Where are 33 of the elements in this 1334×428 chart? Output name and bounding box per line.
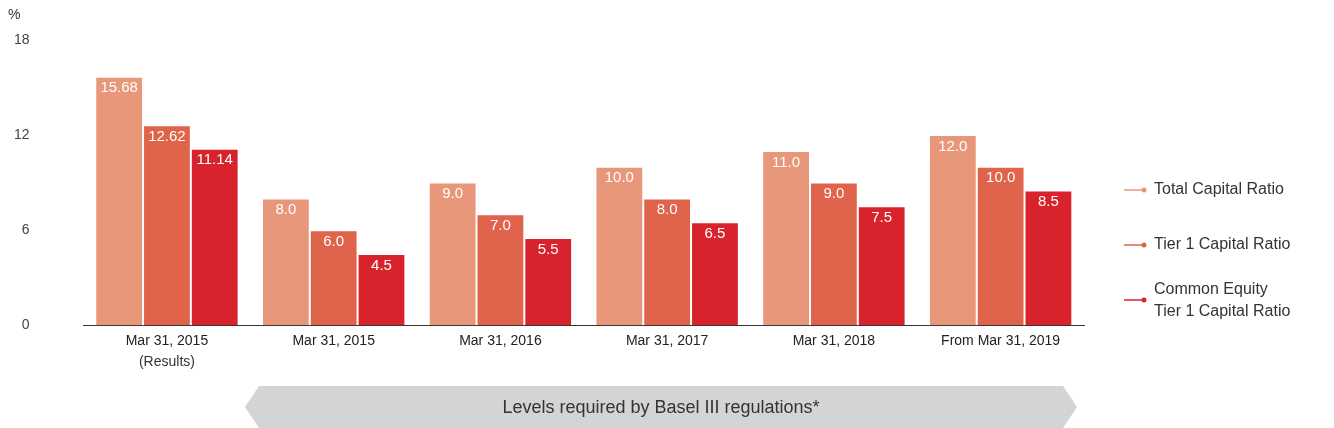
text: 7.5 [871, 208, 893, 226]
text: 9.0 [823, 184, 845, 202]
text: 4.5 [371, 255, 392, 273]
legend-label: Tier 1 Capital Ratio [1154, 235, 1291, 253]
text: 5.5 [537, 239, 559, 257]
text: 11.14 [196, 150, 233, 168]
text: 10.0 [604, 168, 634, 186]
text: 11.0 [772, 152, 801, 170]
text: 8.0 [275, 200, 297, 218]
x-tick-label: From Mar 31, 2019 [941, 332, 1061, 349]
y-tick-label: 6 [21, 220, 30, 237]
text: 8.0 [656, 200, 678, 218]
legend-label: Common Equity Tier 1 Capital Ratio [1154, 280, 1291, 320]
x-tick-label: Mar 31, 2015 [292, 332, 376, 349]
text: 12.0 [938, 136, 968, 154]
y-axis-title: % [8, 5, 21, 22]
text: 9.0 [442, 184, 464, 202]
x-tick-label: Mar 31, 2016 [459, 332, 542, 349]
text: 6.5 [704, 223, 726, 241]
text: 10.0 [986, 168, 1016, 186]
text: 7.0 [489, 215, 511, 233]
x-tick-label: Mar 31, 2017 [625, 332, 709, 349]
x-tick-label: Mar 31, 2018 [792, 332, 876, 349]
y-tick-label: 0 [21, 316, 30, 333]
legend-label: Total Capital Ratio [1154, 180, 1284, 198]
text: 15.68 [100, 78, 138, 96]
y-tick-label: 12 [13, 125, 30, 142]
text: 6.0 [323, 231, 345, 249]
text: 12.62 [148, 126, 186, 144]
x-tick-label: Mar 31, 2015 [125, 332, 209, 349]
text: 8.5 [1038, 192, 1059, 210]
y-tick-label: 18 [13, 30, 30, 47]
text: (Results) [138, 353, 195, 370]
